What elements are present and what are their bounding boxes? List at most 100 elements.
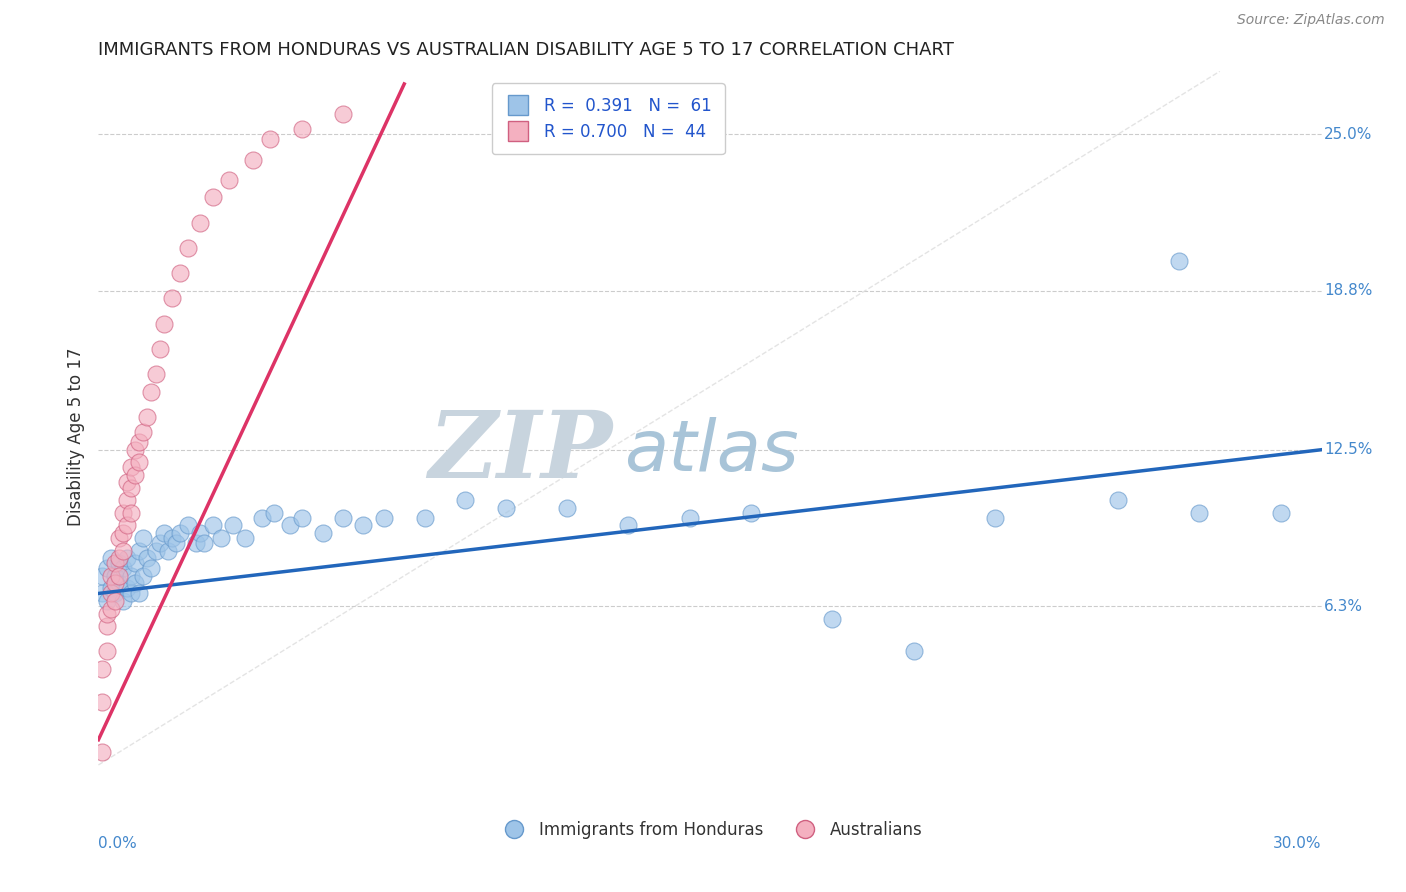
Point: [1167, 253, 1189, 268]
Point: [149, 342, 172, 356]
Point: [108, 531, 131, 545]
Point: [373, 510, 395, 524]
Point: [141, 384, 163, 399]
Point: [96, 607, 118, 621]
Text: ZIP: ZIP: [427, 407, 612, 497]
Point: [209, 531, 232, 545]
Point: [188, 216, 212, 230]
Text: 12.5%: 12.5%: [1324, 442, 1372, 458]
Point: [115, 493, 138, 508]
Point: [152, 525, 174, 540]
Point: [124, 576, 146, 591]
Point: [96, 594, 118, 608]
Point: [160, 291, 183, 305]
Text: IMMIGRANTS FROM HONDURAS VS AUSTRALIAN DISABILITY AGE 5 TO 17 CORRELATION CHART: IMMIGRANTS FROM HONDURAS VS AUSTRALIAN D…: [98, 41, 955, 59]
Point: [104, 556, 127, 570]
Point: [156, 543, 179, 558]
Point: [263, 506, 285, 520]
Point: [1270, 506, 1292, 520]
Point: [291, 510, 314, 524]
Point: [120, 481, 142, 495]
Point: [111, 525, 134, 540]
Point: [278, 518, 301, 533]
Point: [1107, 493, 1129, 508]
Point: [104, 569, 127, 583]
Point: [111, 594, 134, 608]
Point: [165, 536, 187, 550]
Point: [495, 500, 517, 515]
Point: [201, 518, 224, 533]
Point: [332, 510, 354, 524]
Point: [291, 122, 314, 136]
Point: [128, 455, 150, 469]
Point: [111, 543, 134, 558]
Point: [141, 561, 163, 575]
Point: [132, 531, 155, 545]
Point: [100, 601, 122, 615]
Point: [169, 266, 191, 280]
Point: [111, 561, 134, 575]
Point: [128, 435, 150, 450]
Text: Source: ZipAtlas.com: Source: ZipAtlas.com: [1237, 13, 1385, 28]
Point: [222, 518, 245, 533]
Point: [454, 493, 477, 508]
Text: 6.3%: 6.3%: [1324, 599, 1362, 614]
Point: [96, 561, 118, 575]
Point: [169, 525, 191, 540]
Point: [259, 132, 281, 146]
Text: 18.8%: 18.8%: [1324, 284, 1372, 298]
Point: [740, 506, 762, 520]
Point: [186, 536, 208, 550]
Point: [984, 510, 1007, 524]
Point: [136, 551, 159, 566]
Point: [96, 644, 118, 658]
Point: [145, 543, 167, 558]
Point: [120, 460, 142, 475]
Point: [108, 551, 131, 566]
Legend: Immigrants from Honduras, Australians: Immigrants from Honduras, Australians: [491, 814, 929, 846]
Point: [242, 153, 264, 167]
Point: [128, 586, 150, 600]
Point: [91, 695, 114, 709]
Point: [124, 556, 146, 570]
Text: 25.0%: 25.0%: [1324, 127, 1372, 142]
Point: [145, 367, 167, 381]
Point: [413, 510, 436, 524]
Point: [128, 543, 150, 558]
Point: [100, 551, 122, 566]
Point: [903, 644, 925, 658]
Point: [100, 569, 122, 583]
Point: [332, 107, 354, 121]
Point: [250, 510, 273, 524]
Point: [177, 518, 200, 533]
Point: [233, 531, 256, 545]
Point: [96, 619, 118, 633]
Point: [617, 518, 640, 533]
Point: [100, 586, 122, 600]
Point: [160, 531, 183, 545]
Point: [91, 745, 114, 759]
Point: [108, 576, 131, 591]
Y-axis label: Disability Age 5 to 17: Disability Age 5 to 17: [66, 348, 84, 526]
Point: [104, 586, 127, 600]
Point: [104, 576, 127, 591]
Point: [100, 582, 122, 596]
Point: [124, 442, 146, 457]
Point: [91, 662, 114, 676]
Text: 30.0%: 30.0%: [1274, 836, 1322, 851]
Point: [108, 569, 131, 583]
Point: [201, 190, 224, 204]
Point: [111, 506, 134, 520]
Point: [132, 425, 155, 439]
Point: [193, 536, 215, 550]
Point: [152, 317, 174, 331]
Text: atlas: atlas: [624, 417, 799, 486]
Point: [821, 612, 844, 626]
Point: [115, 518, 138, 533]
Point: [104, 594, 127, 608]
Point: [120, 586, 142, 600]
Point: [188, 525, 212, 540]
Point: [555, 500, 579, 515]
Point: [115, 582, 138, 596]
Point: [91, 586, 114, 600]
